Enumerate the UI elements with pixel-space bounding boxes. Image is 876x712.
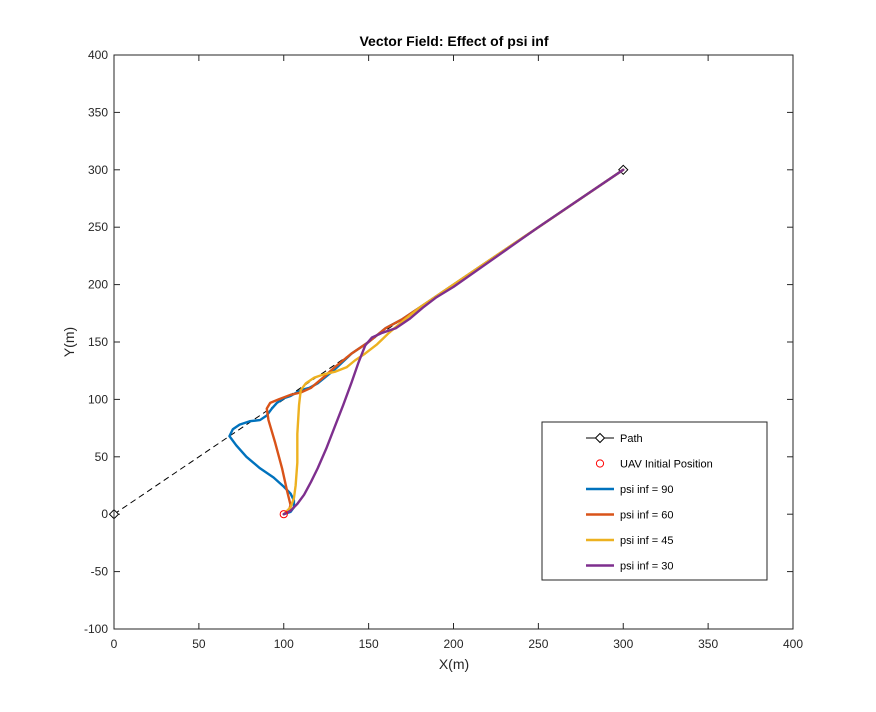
y-tick-label: 200 xyxy=(88,278,108,292)
legend-item: psi inf = 45 xyxy=(586,535,674,547)
legend-label: Path xyxy=(620,433,643,445)
x-axis-label: X(m) xyxy=(439,656,469,672)
y-tick-label: 100 xyxy=(88,392,108,406)
y-axis-label: Y(m) xyxy=(61,327,77,357)
y-tick-label: 50 xyxy=(95,450,109,464)
x-tick-label: 200 xyxy=(443,637,463,651)
legend-label: psi inf = 60 xyxy=(620,510,674,522)
legend-label: psi inf = 45 xyxy=(620,535,674,547)
uav-initial-position-marker xyxy=(279,510,288,519)
y-axis-ticks: -100 -50 0 50 100 150 200 250 300 350 400 xyxy=(84,48,793,636)
x-tick-label: 100 xyxy=(274,637,294,651)
x-tick-label: 150 xyxy=(359,637,379,651)
legend-label: UAV Initial Position xyxy=(620,459,713,471)
y-tick-label: -50 xyxy=(91,565,109,579)
chart-title: Vector Field: Effect of psi inf xyxy=(359,33,548,49)
legend-label: psi inf = 90 xyxy=(620,484,674,496)
axes-box xyxy=(113,54,794,630)
x-tick-label: 400 xyxy=(783,637,803,651)
legend-item: UAV Initial Position xyxy=(595,459,713,471)
legend-item: psi inf = 30 xyxy=(586,561,674,573)
series-uav-initial-position xyxy=(279,510,288,519)
y-tick-label: 300 xyxy=(88,163,108,177)
legend-swatch-marker xyxy=(595,459,605,468)
series-psi-inf-30 xyxy=(282,168,625,516)
x-tick-label: 250 xyxy=(528,637,548,651)
x-tick-label: 350 xyxy=(698,637,718,651)
legend: Path UAV Initial Position psi inf = 90 psi … xyxy=(541,421,768,581)
y-tick-label: 250 xyxy=(88,220,108,234)
x-tick-label: 50 xyxy=(192,637,206,651)
legend-label: psi inf = 30 xyxy=(620,561,674,573)
legend-box xyxy=(541,421,768,581)
trajectory-line xyxy=(282,168,625,516)
y-tick-label: 400 xyxy=(88,48,108,62)
legend-item: psi inf = 90 xyxy=(586,484,674,496)
x-tick-label: 0 xyxy=(111,637,118,651)
x-axis-ticks: 0 50 100 150 200 250 300 350 400 xyxy=(111,55,803,651)
legend-item: Path xyxy=(586,432,643,445)
trajectory-line xyxy=(282,168,625,516)
series-psi-inf-45 xyxy=(282,168,625,516)
y-tick-label: -100 xyxy=(84,622,108,636)
x-tick-label: 300 xyxy=(613,637,633,651)
legend-swatch-marker xyxy=(594,432,606,444)
legend-item: psi inf = 60 xyxy=(586,510,674,522)
plot-frame xyxy=(113,54,794,630)
y-tick-label: 150 xyxy=(88,335,108,349)
y-tick-label: 0 xyxy=(101,507,108,521)
y-tick-label: 350 xyxy=(88,105,108,119)
